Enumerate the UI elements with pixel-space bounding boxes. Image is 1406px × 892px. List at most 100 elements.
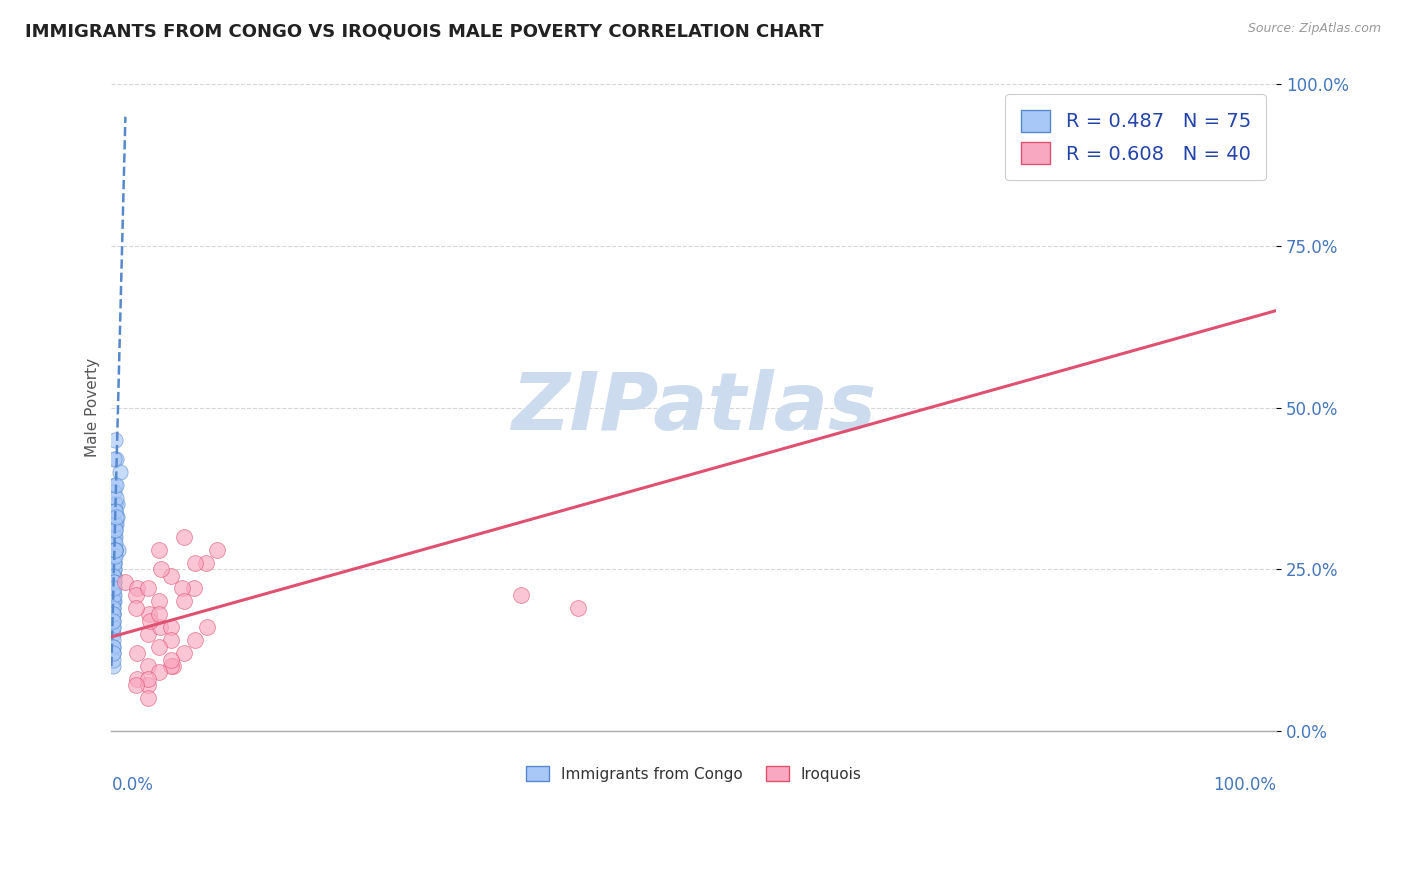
Point — [103, 574, 125, 589]
Point — [148, 542, 170, 557]
Point — [104, 536, 127, 550]
Point — [101, 620, 124, 634]
Point — [103, 568, 125, 582]
Point — [172, 582, 194, 596]
Point — [101, 582, 124, 596]
Point — [104, 516, 127, 531]
Text: Source: ZipAtlas.com: Source: ZipAtlas.com — [1247, 22, 1381, 36]
Point — [101, 574, 124, 589]
Point — [101, 588, 124, 602]
Point — [207, 542, 229, 557]
Point — [101, 640, 124, 654]
Point — [101, 600, 124, 615]
Point — [150, 562, 173, 576]
Point — [101, 614, 124, 628]
Point — [101, 594, 124, 608]
Point — [103, 530, 125, 544]
Point — [103, 556, 125, 570]
Point — [136, 672, 159, 686]
Text: 0.0%: 0.0% — [111, 776, 153, 794]
Point — [173, 530, 195, 544]
Point — [105, 498, 128, 512]
Point — [101, 556, 124, 570]
Point — [103, 484, 125, 499]
Point — [159, 659, 181, 673]
Point — [104, 542, 127, 557]
Point — [101, 600, 124, 615]
Point — [101, 620, 124, 634]
Point — [104, 524, 127, 538]
Point — [136, 691, 159, 706]
Point — [103, 542, 125, 557]
Point — [104, 542, 127, 557]
Point — [136, 659, 159, 673]
Text: 100.0%: 100.0% — [1213, 776, 1277, 794]
Point — [101, 607, 124, 622]
Point — [105, 510, 128, 524]
Point — [184, 556, 207, 570]
Point — [101, 582, 124, 596]
Point — [184, 633, 207, 648]
Point — [104, 549, 127, 564]
Point — [103, 542, 125, 557]
Point — [136, 626, 159, 640]
Point — [107, 542, 129, 557]
Point — [103, 452, 125, 467]
Point — [104, 504, 127, 518]
Point — [108, 465, 131, 479]
Point — [159, 633, 181, 648]
Point — [101, 582, 124, 596]
Point — [104, 498, 127, 512]
Point — [125, 600, 148, 615]
Point — [101, 594, 124, 608]
Point — [125, 588, 148, 602]
Y-axis label: Male Poverty: Male Poverty — [86, 358, 100, 457]
Point — [125, 582, 148, 596]
Point — [105, 491, 128, 505]
Legend: Immigrants from Congo, Iroquois: Immigrants from Congo, Iroquois — [520, 759, 868, 788]
Point — [510, 588, 533, 602]
Point — [103, 556, 125, 570]
Point — [148, 607, 170, 622]
Point — [103, 549, 125, 564]
Point — [194, 556, 217, 570]
Point — [105, 516, 128, 531]
Point — [105, 510, 128, 524]
Point — [104, 542, 127, 557]
Point — [101, 607, 124, 622]
Point — [101, 626, 124, 640]
Point — [104, 542, 127, 557]
Point — [125, 678, 148, 692]
Point — [114, 574, 136, 589]
Point — [148, 594, 170, 608]
Point — [104, 433, 127, 447]
Point — [101, 633, 124, 648]
Point — [103, 562, 125, 576]
Point — [103, 594, 125, 608]
Point — [136, 678, 159, 692]
Point — [101, 574, 124, 589]
Point — [125, 646, 148, 660]
Point — [101, 652, 124, 666]
Point — [101, 646, 124, 660]
Point — [103, 530, 125, 544]
Point — [101, 659, 124, 673]
Point — [183, 582, 205, 596]
Point — [139, 614, 162, 628]
Point — [159, 568, 181, 582]
Point — [101, 607, 124, 622]
Point — [101, 588, 124, 602]
Point — [103, 588, 125, 602]
Point — [104, 530, 127, 544]
Point — [101, 646, 124, 660]
Point — [104, 478, 127, 492]
Point — [101, 640, 124, 654]
Point — [103, 582, 125, 596]
Point — [195, 620, 218, 634]
Point — [103, 536, 125, 550]
Point — [105, 478, 128, 492]
Point — [104, 504, 127, 518]
Point — [173, 594, 195, 608]
Point — [104, 524, 127, 538]
Point — [138, 607, 160, 622]
